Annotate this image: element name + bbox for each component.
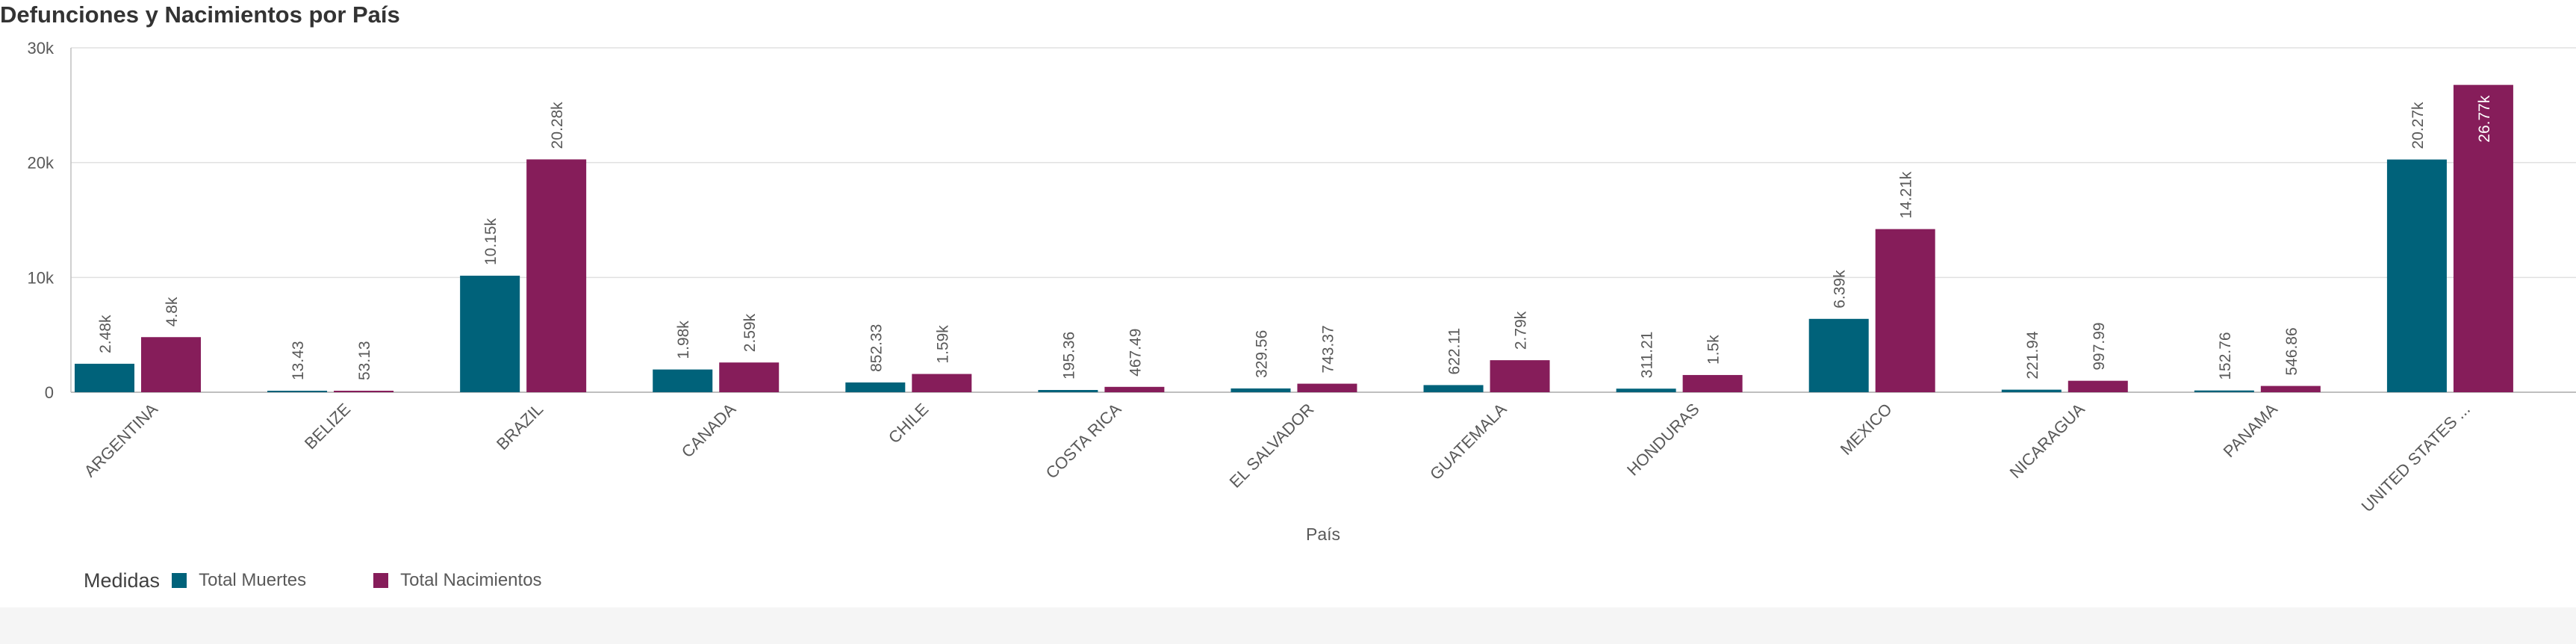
y-tick-label: 20k bbox=[28, 154, 55, 173]
bar-deaths[interactable] bbox=[1808, 318, 1869, 392]
bar-births[interactable] bbox=[1682, 374, 1743, 392]
legend-swatch-deaths bbox=[172, 573, 187, 588]
x-tick-label: EL SALVADOR bbox=[1226, 400, 1318, 492]
bar-chart: 0 10k 20k 30k 2.48k 4.8k 13.43 53.13 10.15k 20.2… bbox=[28, 39, 2576, 544]
data-label: 997.99 bbox=[2091, 322, 2108, 370]
data-label: 1.59k bbox=[934, 325, 951, 364]
x-tick-label: CANADA bbox=[678, 400, 740, 462]
data-label: 329.56 bbox=[1253, 330, 1270, 378]
bar-births[interactable] bbox=[719, 362, 780, 392]
bar-deaths[interactable] bbox=[1231, 388, 1291, 392]
x-axis-ticks: ARGENTINA BELIZE BRAZIL CANADA CHILE COSTA RI… bbox=[81, 400, 2474, 516]
legend-label-births: Total Nacimientos bbox=[400, 570, 542, 590]
bar-deaths[interactable] bbox=[1423, 385, 1484, 392]
bar-births[interactable] bbox=[141, 337, 201, 392]
bar-deaths[interactable] bbox=[2386, 159, 2447, 392]
bar-deaths[interactable] bbox=[2001, 389, 2062, 392]
y-tick-label: 30k bbox=[28, 39, 55, 58]
y-axis-ticks: 0 10k 20k 30k bbox=[28, 39, 55, 402]
bar-births[interactable] bbox=[1490, 360, 1550, 392]
legend-item-deaths[interactable]: Total Muertes bbox=[172, 570, 306, 591]
bar-deaths[interactable] bbox=[75, 363, 134, 392]
legend-swatch-births bbox=[373, 573, 389, 588]
data-label: 852.33 bbox=[868, 324, 885, 372]
footer-band bbox=[0, 607, 2576, 644]
data-label: 622.11 bbox=[1446, 328, 1463, 375]
bar-deaths[interactable] bbox=[653, 369, 713, 392]
x-tick-label: ARGENTINA bbox=[81, 400, 162, 481]
bar-deaths[interactable] bbox=[460, 276, 520, 392]
bar-deaths[interactable] bbox=[1038, 389, 1098, 392]
x-tick-label: MEXICO bbox=[1837, 400, 1896, 459]
x-tick-label: COSTA RICA bbox=[1042, 400, 1125, 483]
legend-label-deaths: Total Muertes bbox=[199, 570, 307, 590]
data-label: 1.98k bbox=[675, 321, 692, 359]
data-label: 10.15k bbox=[482, 217, 500, 265]
data-label: 26.77k bbox=[2476, 95, 2493, 143]
x-tick-label: UNITED STATES ... bbox=[2358, 400, 2474, 515]
bar-births[interactable] bbox=[2453, 84, 2513, 392]
data-label: 53.13 bbox=[356, 341, 373, 380]
x-axis-label: País bbox=[1306, 524, 1340, 544]
data-label: 2.59k bbox=[741, 313, 759, 352]
legend-title: Medidas bbox=[84, 569, 161, 592]
bar-births[interactable] bbox=[912, 374, 972, 392]
data-label: 14.21k bbox=[1898, 171, 1915, 219]
y-tick-label: 10k bbox=[28, 268, 55, 287]
x-tick-label: GUATEMALA bbox=[1426, 400, 1511, 484]
data-label: 2.48k bbox=[97, 315, 114, 353]
bar-births[interactable] bbox=[2260, 386, 2321, 392]
x-tick-label: NICARAGUA bbox=[2006, 400, 2088, 482]
data-label: 1.5k bbox=[1705, 335, 1723, 365]
bar-births[interactable] bbox=[2068, 380, 2128, 392]
x-tick-label: BELIZE bbox=[301, 400, 354, 453]
x-tick-label: PANAMA bbox=[2220, 400, 2281, 461]
bar-deaths[interactable] bbox=[845, 382, 906, 392]
data-label: 221.94 bbox=[2024, 331, 2041, 380]
legend: Medidas Total Muertes Total Nacimientos bbox=[84, 568, 609, 593]
data-label: 2.79k bbox=[1513, 311, 1530, 350]
chart-title: Defunciones y Nacimientos por País bbox=[0, 1, 400, 28]
bar-births[interactable] bbox=[526, 159, 587, 392]
data-label: 20.27k bbox=[2409, 102, 2427, 149]
bar-deaths[interactable] bbox=[2194, 390, 2254, 392]
data-label: 743.37 bbox=[1319, 325, 1337, 373]
data-label: 13.43 bbox=[290, 341, 307, 380]
data-label: 4.8k bbox=[164, 297, 181, 326]
bar-deaths[interactable] bbox=[267, 391, 328, 392]
bar-births[interactable] bbox=[1875, 229, 1935, 392]
bar-deaths[interactable] bbox=[1616, 388, 1676, 392]
x-tick-label: BRAZIL bbox=[493, 400, 547, 453]
x-tick-label: CHILE bbox=[885, 400, 932, 447]
legend-item-births[interactable]: Total Nacimientos bbox=[373, 570, 542, 591]
data-label: 311.21 bbox=[1639, 332, 1656, 379]
bar-births[interactable] bbox=[334, 391, 394, 392]
data-label: 6.39k bbox=[1832, 270, 1849, 309]
bar-births[interactable] bbox=[1297, 383, 1357, 392]
data-label: 152.76 bbox=[2217, 332, 2234, 380]
data-label: 195.36 bbox=[1060, 332, 1077, 380]
bar-births[interactable] bbox=[1104, 386, 1165, 392]
data-label: 546.86 bbox=[2283, 327, 2300, 375]
y-tick-label: 0 bbox=[45, 383, 54, 402]
data-label: 467.49 bbox=[1127, 329, 1144, 377]
x-tick-label: HONDURAS bbox=[1623, 400, 1703, 480]
bars bbox=[75, 84, 2513, 392]
data-label: 20.28k bbox=[549, 102, 566, 149]
data-labels: 2.48k 4.8k 13.43 53.13 10.15k 20.28k 1.98k 2.59… bbox=[97, 95, 2493, 380]
